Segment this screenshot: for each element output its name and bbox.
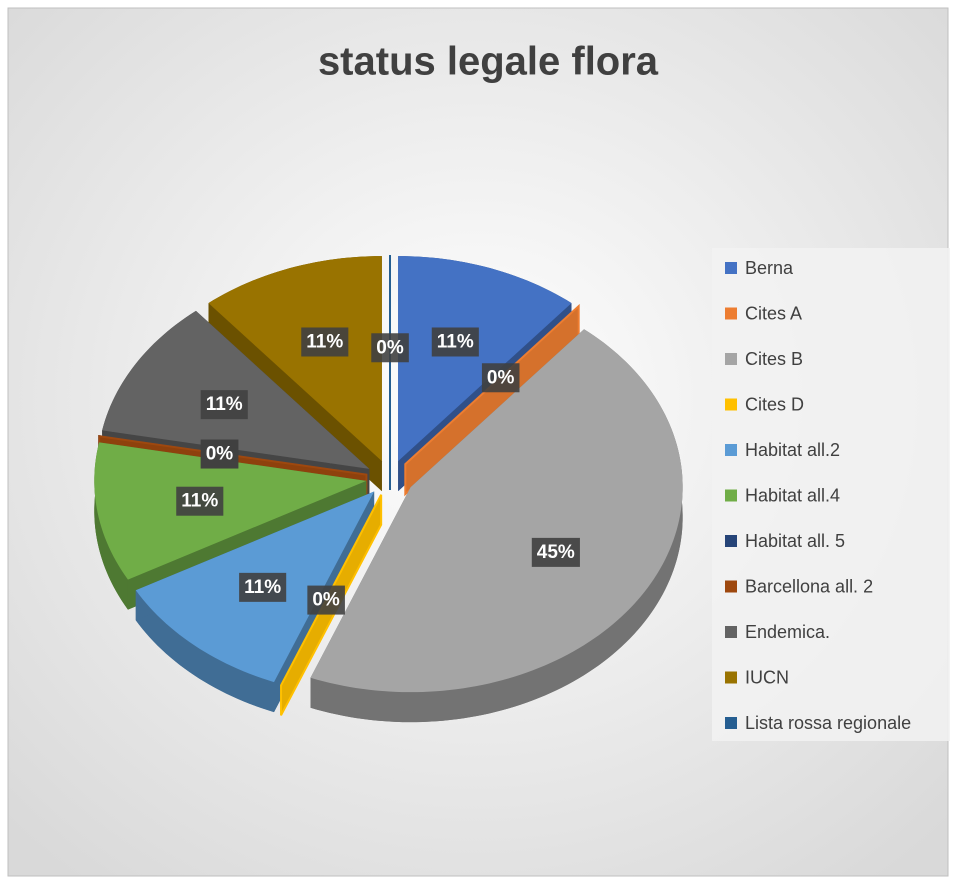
legend-swatch bbox=[725, 444, 737, 456]
legend-swatch bbox=[725, 626, 737, 638]
data-label: 11% bbox=[437, 331, 474, 352]
slice-top bbox=[94, 442, 367, 580]
legend-label: Lista rossa regionale bbox=[745, 713, 911, 733]
data-label-box bbox=[307, 585, 345, 615]
slice bbox=[310, 329, 683, 723]
data-label: 0% bbox=[206, 444, 234, 465]
data-label: 11% bbox=[244, 577, 281, 598]
data-label-box bbox=[481, 363, 520, 393]
data-label-box bbox=[176, 486, 224, 516]
legend-label: Cites D bbox=[745, 394, 804, 414]
data-label: 45% bbox=[537, 542, 575, 563]
legend-label: Habitat all. 5 bbox=[745, 531, 845, 551]
legend-box bbox=[712, 248, 950, 741]
chart-title: status legale flora bbox=[318, 40, 659, 84]
data-label-box bbox=[200, 390, 248, 420]
legend-swatch bbox=[725, 353, 737, 365]
slice-top bbox=[398, 256, 572, 462]
slice-top bbox=[310, 329, 683, 693]
legend-label: Cites B bbox=[745, 349, 803, 369]
data-label-box bbox=[431, 327, 479, 357]
legend-label: Cites A bbox=[745, 303, 802, 323]
slice-side bbox=[94, 442, 128, 610]
data-label-box bbox=[239, 572, 287, 602]
legend-label: Habitat all.4 bbox=[745, 485, 840, 505]
legend-label: Barcellona all. 2 bbox=[745, 576, 873, 596]
data-label: 0% bbox=[312, 590, 340, 611]
data-label: 11% bbox=[206, 394, 243, 415]
slice-top bbox=[208, 256, 382, 462]
legend-swatch bbox=[725, 489, 737, 502]
legend-swatch bbox=[725, 262, 737, 274]
data-label: 0% bbox=[376, 337, 404, 358]
legend-label: Habitat all.2 bbox=[745, 440, 840, 460]
data-label: 11% bbox=[306, 331, 343, 352]
data-label-box bbox=[371, 333, 409, 363]
legend-label: Berna bbox=[745, 258, 794, 278]
legend-swatch bbox=[725, 535, 737, 547]
data-label-box bbox=[531, 537, 580, 567]
legend-swatch bbox=[725, 717, 737, 729]
legend-swatch bbox=[725, 580, 737, 593]
legend-label: Endemica. bbox=[745, 622, 830, 642]
legend-swatch bbox=[725, 398, 737, 411]
legend-swatch bbox=[725, 307, 737, 320]
data-label-box bbox=[200, 439, 239, 469]
legend-label: IUCN bbox=[745, 667, 789, 687]
data-label-box bbox=[301, 327, 349, 357]
data-label: 0% bbox=[487, 367, 515, 388]
data-label: 11% bbox=[181, 491, 218, 512]
legend-swatch bbox=[725, 671, 737, 684]
slice-top bbox=[102, 310, 370, 469]
slice-side bbox=[135, 590, 274, 713]
